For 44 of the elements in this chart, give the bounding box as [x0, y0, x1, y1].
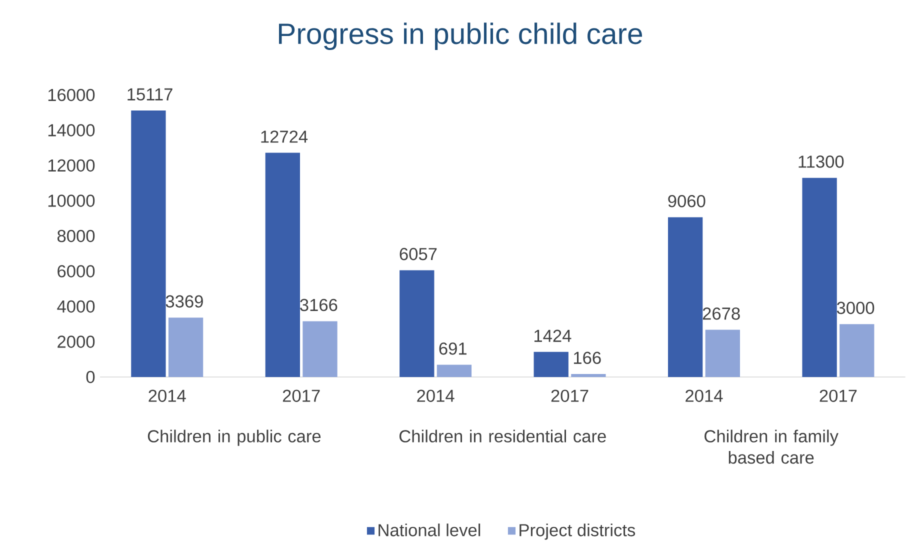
- bar: [265, 152, 300, 377]
- bar: [131, 110, 166, 377]
- y-tick-label: 14000: [48, 124, 95, 136]
- text: Children in residential care: [399, 430, 606, 442]
- data-label: 12724: [261, 130, 308, 143]
- data-label: 11300: [798, 156, 844, 168]
- x-tick-label: 2014: [148, 390, 186, 402]
- y-tick-label: 4000: [57, 300, 95, 313]
- y-tick-label: 8000: [57, 230, 95, 242]
- bar: [571, 374, 606, 377]
- data-label: 691: [439, 342, 467, 355]
- bar: [168, 318, 204, 377]
- y-tick-label: 10000: [48, 194, 95, 207]
- x-tick-label: 2017: [282, 390, 320, 402]
- bar: [705, 330, 740, 377]
- bar: [840, 324, 874, 377]
- y-tick-label: 6000: [58, 265, 95, 278]
- bar: [436, 364, 472, 377]
- data-label: 3166: [300, 298, 338, 312]
- data-label: 166: [574, 352, 601, 364]
- x-tick-label: 2014: [417, 390, 454, 402]
- x-tick-label: 2017: [820, 390, 857, 402]
- bar: [668, 217, 703, 377]
- bar: [802, 178, 837, 377]
- y-tick-label: 12000: [48, 159, 95, 172]
- data-label: 15117: [128, 88, 172, 101]
- data-label: 1424: [534, 330, 572, 342]
- bar: [534, 352, 568, 377]
- data-label: 6057: [400, 248, 437, 260]
- y-tick-label: 2000: [58, 336, 95, 348]
- text: Children in family based care: [704, 430, 838, 464]
- x-tick-label: 2017: [551, 390, 588, 402]
- bar: [400, 270, 434, 377]
- y-tick-label: 0: [86, 370, 95, 384]
- data-label: 3000: [836, 302, 874, 314]
- data-label: 9060: [668, 194, 706, 208]
- legend-label: National level: [378, 524, 480, 536]
- data-label: 2678: [702, 307, 740, 320]
- legend-label: Project districts: [520, 524, 636, 540]
- y-tick-label: 16000: [48, 88, 95, 102]
- chart-title: Progress in public child care: [278, 22, 642, 50]
- text: Children in public care: [148, 430, 321, 446]
- x-tick-label: 2014: [686, 390, 723, 402]
- bar: [302, 321, 338, 377]
